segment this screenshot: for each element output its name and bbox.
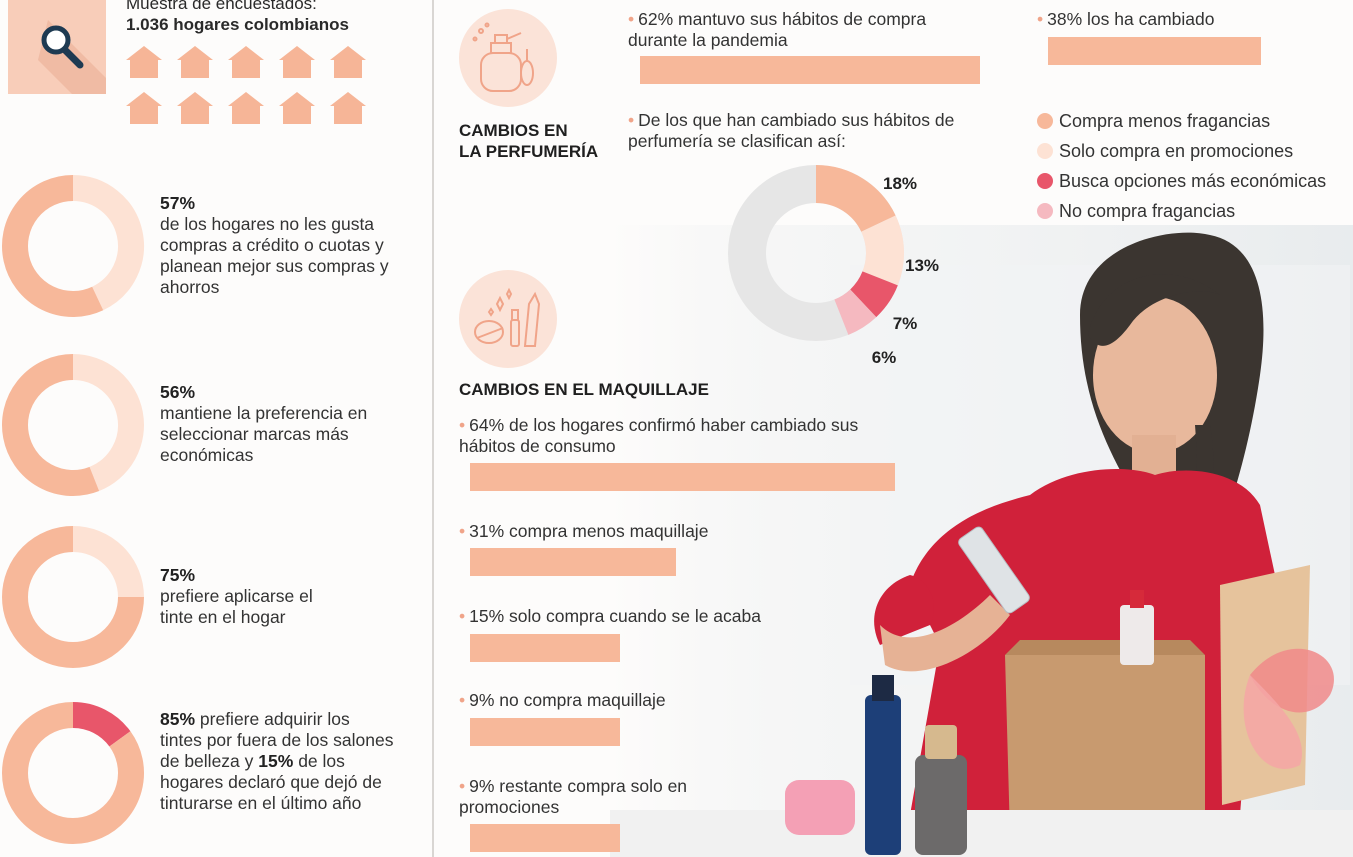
donut-label-2: 13% — [905, 256, 939, 275]
legend-label-4: No compra fragancias — [1059, 201, 1236, 221]
donut-rest-segment — [72, 354, 144, 492]
changed-habits-bar — [1048, 37, 1261, 65]
makeup-item-1-bar — [470, 463, 895, 491]
makeup-item-4-bar — [470, 718, 620, 746]
makeup-item-3-bar — [470, 634, 620, 662]
sample-count: 1.036 hogares colombianos — [126, 15, 349, 34]
stat-75: 75% prefiere aplicarse el tinte en el ho… — [160, 565, 350, 628]
makeup-icon-circle — [459, 270, 557, 368]
legend-item-2: Solo compra en promociones — [1037, 140, 1326, 162]
donut-rest-segment — [72, 526, 144, 598]
donut-segment-2 — [860, 215, 904, 286]
perfume-icon — [472, 22, 534, 92]
stat-75-text: prefiere aplicarse el tinte en el hogar — [160, 586, 313, 627]
donut-segment-1 — [815, 165, 896, 233]
stat-56-text: mantiene la preferencia en seleccionar m… — [160, 403, 368, 465]
houses-icon — [126, 46, 366, 124]
stat-85-pct: 85% — [160, 709, 196, 729]
donut-label-4: 6% — [872, 348, 897, 367]
stat-85-text-a: prefiere adquirir los tintes por fuera d… — [160, 709, 394, 771]
legend-label-3: Busca opciones más económicas — [1059, 171, 1327, 191]
donut-chart-75 — [2, 526, 144, 668]
donut-rest-segment — [72, 175, 144, 311]
perfume-icon-circle — [459, 9, 557, 107]
makeup-item-5-text: 9% restante compra solo en promociones — [459, 776, 759, 818]
donut-value-segment — [2, 175, 104, 317]
legend-label-2: Solo compra en promociones — [1059, 141, 1294, 161]
donut-label-3: 7% — [893, 314, 918, 333]
stat-56: 56% mantiene la preferencia en seleccion… — [160, 382, 400, 466]
kept-habits-bar — [640, 56, 980, 84]
legend-label-1: Compra menos fragancias — [1059, 111, 1271, 131]
stat-57-text: de los hogares no les gusta compras a cr… — [160, 214, 389, 297]
legend-item-1: Compra menos fragancias — [1037, 110, 1326, 132]
stat-85: 85% prefiere adquirir los tintes por fue… — [160, 709, 395, 814]
woman-with-cosmetics-photo — [610, 225, 1353, 857]
stat-57-pct: 57% — [160, 193, 196, 213]
legend-swatch-1 — [1037, 113, 1053, 129]
donut-value-segment — [2, 526, 144, 668]
changed-habits-text: 38% los ha cambiado — [1037, 9, 1214, 30]
donut-chart-56 — [2, 354, 144, 496]
donut-value-segment — [2, 354, 100, 496]
stat-57: 57% de los hogares no les gusta compras … — [160, 193, 410, 298]
donut-segment-4 — [833, 288, 877, 335]
legend-swatch-3 — [1037, 173, 1053, 189]
column-divider — [432, 0, 434, 857]
donut-chart-57 — [2, 175, 144, 317]
perfumeria-title: CAMBIOS EN LA PERFUMERÍA — [459, 120, 598, 162]
donut-15-segment — [72, 702, 131, 748]
perfumeria-title-line1: CAMBIOS EN — [459, 121, 568, 140]
sample-label: Muestra de encuestados: — [126, 0, 317, 13]
search-icon-box — [8, 0, 106, 94]
legend-item-3: Busca opciones más económicas — [1037, 170, 1326, 192]
kept-habits-text: 62% mantuvo sus hábitos de compra durant… — [628, 9, 978, 51]
maquillaje-title: CAMBIOS EN EL MAQUILLAJE — [459, 380, 709, 399]
stat-56-pct: 56% — [160, 382, 196, 402]
makeup-icon — [474, 287, 541, 347]
perfume-legend: Compra menos fragancias Solo compra en p… — [1037, 110, 1326, 222]
stat-15-pct: 15% — [258, 751, 294, 771]
donut-label-1: 18% — [883, 174, 917, 193]
donut-segment-3 — [849, 270, 898, 318]
perfumeria-title-line2: LA PERFUMERÍA — [459, 142, 599, 161]
makeup-item-4-text: 9% no compra maquillaje — [459, 690, 666, 711]
legend-item-4: No compra fragancias — [1037, 200, 1326, 222]
search-icon — [38, 20, 106, 94]
makeup-item-1-text: 64% de los hogares confirmó haber cambia… — [459, 415, 879, 457]
makeup-item-5-bar — [470, 824, 620, 852]
donut-85-segment — [2, 702, 144, 844]
makeup-item-2-bar — [470, 548, 676, 576]
stat-85-text-b: de los hogares declaró que dejó de tintu… — [160, 751, 382, 813]
stat-75-pct: 75% — [160, 565, 196, 585]
makeup-item-2-text: 31% compra menos maquillaje — [459, 521, 708, 542]
donut-intro-text: De los que han cambiado sus hábitos de p… — [628, 110, 978, 152]
legend-swatch-4 — [1037, 203, 1053, 219]
perfume-donut-chart: 18% 13% 7% 6% — [728, 165, 939, 367]
donut-chart-85 — [2, 702, 144, 844]
legend-swatch-2 — [1037, 143, 1053, 159]
makeup-item-3-text: 15% solo compra cuando se le acaba — [459, 606, 761, 627]
